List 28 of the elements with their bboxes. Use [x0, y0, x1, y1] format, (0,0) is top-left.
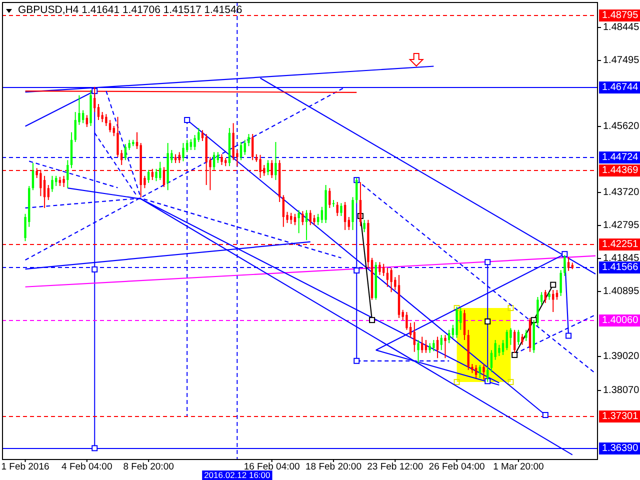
- x-tick-label: 26 Feb 04:00: [428, 462, 485, 472]
- y-tick-label: 1.48445: [603, 22, 640, 33]
- y-tick-label: 1.41845: [603, 253, 640, 264]
- y-tick-label: 1.42795: [603, 220, 640, 231]
- ref-line-label: 1.36390: [602, 443, 639, 454]
- chart-title: GBPUSD,H4 1.41641 1.41706 1.41517 1.41546: [18, 4, 242, 16]
- ref-line-label: 1.48795: [602, 10, 639, 21]
- ref-line-label: 1.42251: [602, 239, 639, 250]
- x-tick-label: 1 Mar 20:00: [493, 462, 544, 472]
- x-tick-label: 1 Feb 2016: [1, 462, 50, 472]
- ref-line-label: 1.40060: [602, 315, 639, 326]
- y-tick-label: 1.45620: [603, 121, 640, 132]
- x-tick-label: 23 Feb 12:00: [367, 462, 424, 472]
- x-tick-label: 16 Feb 04:00: [244, 462, 300, 472]
- ref-line-label: 1.41566: [602, 262, 639, 273]
- ref-line-label: 1.44724: [602, 152, 639, 163]
- x-tick-label: 8 Feb 20:00: [123, 462, 174, 472]
- x-tick-label: 2016.02.12 16:00: [204, 470, 271, 480]
- y-tick-label: 1.39020: [603, 351, 640, 362]
- y-tick-label: 1.38070: [603, 385, 640, 396]
- y-tick-label: 1.47495: [603, 55, 640, 66]
- y-tick-label: 1.43720: [603, 187, 640, 198]
- x-tick-label: 4 Feb 04:00: [62, 462, 112, 472]
- x-tick-label: 18 Feb 20:00: [306, 462, 362, 472]
- ref-line-label: 1.37301: [602, 411, 639, 422]
- ref-line-label: 1.44369: [602, 165, 639, 176]
- ref-line-label: 1.46744: [602, 82, 639, 93]
- y-tick-label: 1.40895: [603, 286, 640, 297]
